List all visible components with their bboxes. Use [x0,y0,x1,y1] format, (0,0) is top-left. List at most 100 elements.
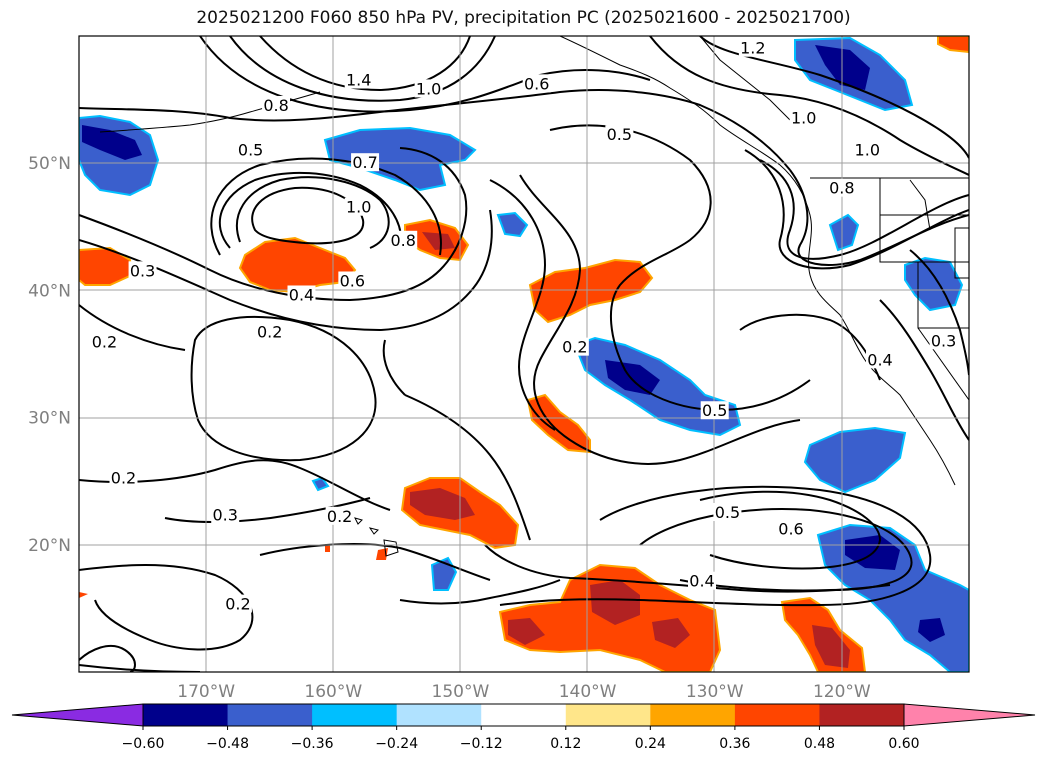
colorbar-extend-low [11,703,144,727]
colorbar-tick-label: −0.24 [375,736,418,752]
neg-area-oregon [828,213,860,252]
contour-label: 0.6 [340,271,365,290]
colorbar: −0.60 −0.48 −0.36 −0.24 −0.12 0.12 0.24 0.36 0.4… [11,703,1036,752]
contour-label: 0.2 [327,507,352,526]
pos-core-hawaii [410,488,475,520]
contour-label: 0.3 [212,506,237,525]
colorbar-tick-label: −0.60 [122,736,165,752]
contour-label-bg [262,95,291,114]
colorbar-tick-label: −0.36 [291,736,334,752]
contour-label-bg [211,505,240,524]
neg-core-southeast-2 [918,618,945,642]
map-panel [79,36,969,672]
contour-label: 0.5 [607,125,632,144]
pos-area-strip [526,393,591,454]
contour-label: 0.8 [829,179,854,198]
contour-label: 0.6 [778,520,803,539]
lon-tick-label: 170°W [177,682,235,702]
lat-tick-label: 20°N [28,536,71,556]
contour-label: 1.0 [346,198,371,217]
pos-core-south-3 [652,618,690,648]
contour-label: 0.3 [130,261,155,280]
colorbar-segment [312,704,398,726]
colorbar-tick-label: −0.48 [206,736,249,752]
map-title: 2025021200 F060 850 hPa PV, precipitatio… [196,8,851,28]
contour-labels: 1.2 1.4 1.0 0.6 0.8 1.0 0.5 0.5 0.7 1.0 0.8 1.0 0.8 0… [90,38,958,614]
pos-area-midpacific [528,258,654,324]
pos-core-south-2 [508,618,545,645]
colorbar-segment [227,704,313,726]
contour-label-bg [344,70,373,89]
contour-label-bg [338,271,367,290]
pos-core-gulf-south [422,232,455,250]
colorbar-extend-high [903,703,1036,727]
pos-dot-3 [79,592,88,598]
neg-area-small-3 [311,476,330,492]
neg-area-nevada [904,256,964,312]
neg-area-baja [803,426,907,494]
contour-label-bg [560,337,589,356]
contour-label-bg [605,125,634,144]
colorbar-segment [481,704,567,726]
contour-label: 0.2 [225,595,250,614]
lon-tick-label: 150°W [432,682,490,702]
contour-label: 0.5 [702,401,727,420]
lon-tick-label: 160°W [304,682,362,702]
lat-tick-label: 50°N [28,154,71,174]
contour-label-bg [522,74,551,93]
colorbar-outline [142,703,905,727]
contour-label: 0.5 [715,503,740,522]
contour-label-bg [109,468,138,487]
pos-core-southeast [812,625,850,668]
precip-anomaly-fill [79,36,969,672]
lon-tick-label: 120°W [813,682,871,702]
contour-label-bg [777,519,805,538]
contour-label: 1.2 [740,39,765,58]
contour-label-bg [929,331,958,350]
contour-label-bg [255,322,284,341]
contour-label-bg [223,594,252,613]
pos-area-corner [937,36,969,54]
axis-labels: 170°W 160°W 150°W 140°W 130°W 120°W 20°N 30°N 40… [28,154,871,702]
colorbar-tick-label: 0.24 [635,736,666,752]
contour-label-bg [90,332,119,351]
contour-label-bg [344,197,373,216]
lat-tick-label: 40°N [28,281,71,301]
colorbar-tick-label: 0.60 [888,736,919,752]
contour-label: 0.4 [689,572,714,591]
colorbar-tick-label: −0.12 [460,736,503,752]
contour-label: 1.0 [855,140,880,159]
neg-core-central [605,360,660,395]
contour-label-bg [853,140,882,159]
contour-label-bg [700,401,729,420]
contour-label-bg [789,108,818,127]
contour-label: 0.5 [238,140,263,159]
colorbar-segment [143,704,229,726]
contour-label-bg [827,178,856,197]
colorbar-tick-label: 0.36 [719,736,750,752]
colorbar-tick-label: 0.12 [550,736,581,752]
lon-tick-label: 140°W [559,682,617,702]
contour-label: 1.4 [346,71,371,90]
contour-label-bg [713,503,742,521]
contour-label-bg [351,153,380,172]
contour-label: 1.0 [791,109,816,128]
contour-label: 0.4 [867,350,892,369]
contour-label: 0.8 [263,96,288,115]
contour-label: 0.2 [111,469,136,488]
contour-label-bg [866,350,894,369]
lon-tick-label: 130°W [686,682,744,702]
coastlines [99,36,969,557]
neg-core-aleutian-west [82,125,142,160]
contour-label-bg [389,230,418,249]
contour-label: 0.2 [257,322,282,341]
colorbar-segment [650,704,736,726]
colorbar-tick-label: 0.48 [804,736,835,752]
contour-label: 0.7 [352,153,377,172]
contour-label: 0.8 [390,231,415,250]
colorbar-segment [565,704,651,726]
pos-core-south-1 [590,580,640,625]
pos-dot-1 [325,544,330,552]
contour-label: 0.4 [289,285,314,304]
